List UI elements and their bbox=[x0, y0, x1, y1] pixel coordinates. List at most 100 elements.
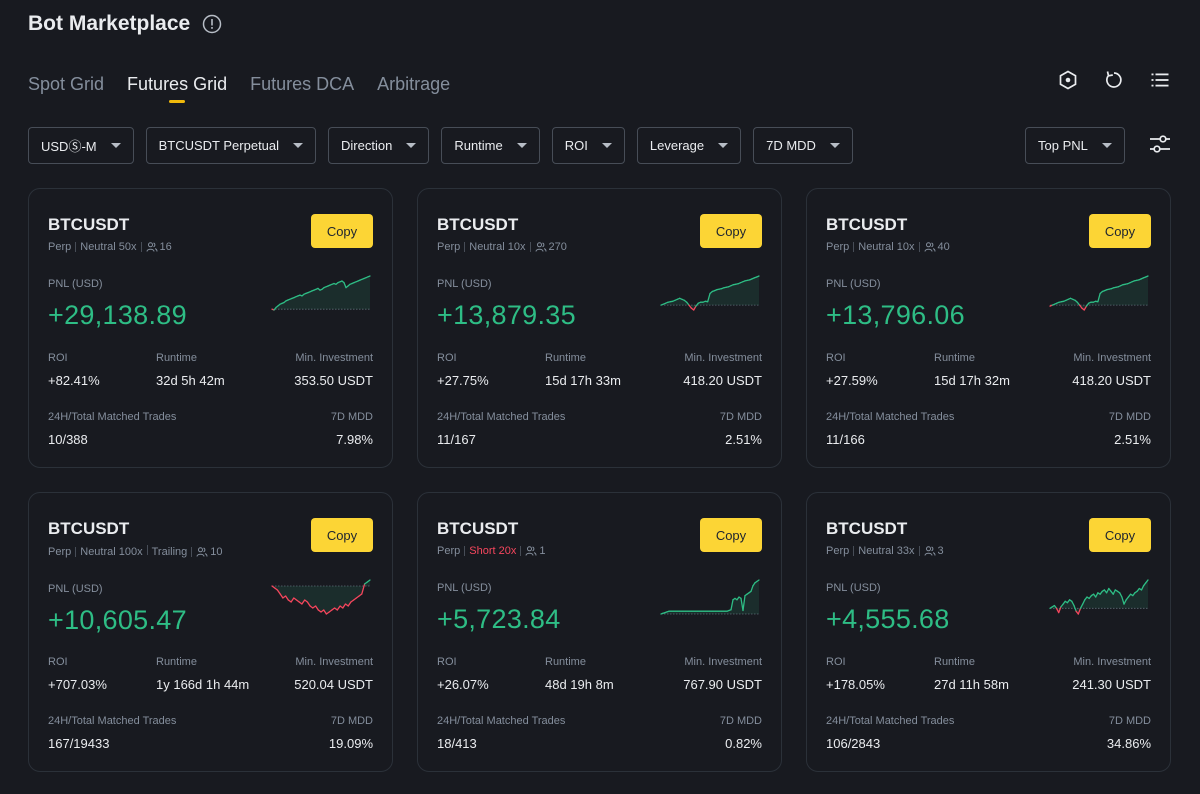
filter-margin[interactable]: USDⓈ-M bbox=[28, 127, 134, 164]
info-icon[interactable] bbox=[202, 14, 222, 34]
copiers: 40 bbox=[924, 241, 950, 253]
stats-row: ROI +26.07% Runtime 48d 19h 8m Min. Inve… bbox=[437, 656, 762, 692]
runtime-stat: Runtime 15d 17h 32m bbox=[934, 352, 1010, 388]
pnl-sparkline bbox=[1049, 579, 1149, 615]
min-investment-stat: Min. Investment 418.20 USDT bbox=[683, 352, 762, 388]
filter-mdd[interactable]: 7D MDD bbox=[753, 127, 853, 164]
sparkline-segment bbox=[290, 597, 295, 603]
sliders-icon[interactable] bbox=[1148, 132, 1172, 156]
pnl-label: PNL (USD) bbox=[437, 582, 492, 594]
runtime-value: 32d 5h 42m bbox=[156, 373, 225, 388]
sparkline-segment bbox=[306, 601, 311, 607]
tag-divider bbox=[918, 242, 920, 252]
copy-button[interactable]: Copy bbox=[1089, 518, 1151, 552]
min-investment-stat: Min. Investment 353.50 USDT bbox=[294, 352, 373, 388]
mdd-value: 34.86% bbox=[1106, 736, 1151, 751]
roi-stat: ROI +707.03% bbox=[48, 656, 107, 692]
bot-direction: Short 20x bbox=[469, 545, 517, 557]
bot-tags: Perp Neutral 10x 40 bbox=[826, 241, 1151, 253]
matched-trades-value: 106/2843 bbox=[826, 736, 881, 751]
filter-label: Runtime bbox=[454, 138, 503, 153]
copy-button[interactable]: Copy bbox=[311, 214, 373, 248]
roi-label: ROI bbox=[48, 656, 68, 668]
chevron-down-icon bbox=[516, 143, 527, 148]
filter-label: 7D MDD bbox=[766, 138, 816, 153]
refresh-icon[interactable] bbox=[1104, 70, 1124, 90]
tab-arbitrage[interactable]: Arbitrage bbox=[377, 74, 451, 94]
bot-pair: BTCUSDT bbox=[826, 215, 908, 234]
pnl-sparkline bbox=[1049, 275, 1149, 311]
tab-spot-grid[interactable]: Spot Grid bbox=[28, 74, 105, 94]
filter-leverage[interactable]: Leverage bbox=[636, 127, 742, 164]
trailing-wrap: Trailing bbox=[143, 545, 187, 558]
copiers: 10 bbox=[196, 546, 223, 558]
chevron-down-icon bbox=[406, 143, 417, 148]
copy-button[interactable]: Copy bbox=[700, 214, 762, 248]
runtime-value: 1y 166d 1h 44m bbox=[156, 677, 250, 692]
pnl-sparkline bbox=[660, 275, 760, 311]
list-icon[interactable] bbox=[1150, 70, 1170, 90]
bot-card[interactable]: BTCUSDT Perp Neutral 100x Trailing 10 Co… bbox=[28, 492, 393, 772]
stats-row: ROI +707.03% Runtime 1y 166d 1h 44m Min.… bbox=[48, 656, 373, 692]
users-icon bbox=[535, 242, 547, 252]
min-investment-stat: Min. Investment 418.20 USDT bbox=[1072, 352, 1151, 388]
filter-roi[interactable]: ROI bbox=[551, 127, 625, 164]
sparkline-segment bbox=[1121, 596, 1125, 605]
sparkline-segment bbox=[366, 579, 371, 583]
filter-label: ROI bbox=[564, 138, 588, 153]
roi-stat: ROI +178.05% bbox=[826, 656, 885, 692]
pnl-label: PNL (USD) bbox=[826, 582, 881, 594]
stats-row: ROI +82.41% Runtime 32d 5h 42m Min. Inve… bbox=[48, 352, 373, 388]
sparkline-segment bbox=[1083, 305, 1088, 311]
runtime-stat: Runtime 15d 17h 33m bbox=[545, 352, 621, 388]
tag-divider bbox=[853, 546, 855, 556]
bot-card[interactable]: BTCUSDT Perp Neutral 50x 16 Copy PNL (US… bbox=[28, 188, 393, 468]
filter-runtime[interactable]: Runtime bbox=[441, 127, 540, 164]
pnl-sparkline bbox=[660, 579, 760, 615]
mdd-value: 19.09% bbox=[328, 736, 373, 751]
copy-button[interactable]: Copy bbox=[700, 518, 762, 552]
bot-contract-type: Perp bbox=[826, 545, 850, 557]
sparkline-segment bbox=[1140, 585, 1145, 591]
copy-button[interactable]: Copy bbox=[1089, 214, 1151, 248]
mdd-stat: 7D MDD 2.51% bbox=[1109, 411, 1151, 447]
sort-select[interactable]: Top PNL bbox=[1025, 127, 1125, 164]
tag-divider bbox=[464, 242, 466, 252]
roi-value: +82.41% bbox=[48, 373, 100, 388]
min-investment-label: Min. Investment bbox=[684, 352, 762, 364]
copiers: 16 bbox=[146, 241, 172, 253]
bot-card[interactable]: BTCUSDT Perp Neutral 10x 40 Copy PNL (US… bbox=[806, 188, 1171, 468]
bot-tags: Perp Neutral 50x 16 bbox=[48, 241, 373, 253]
roi-value: +707.03% bbox=[48, 677, 107, 692]
sparkline-segment bbox=[693, 305, 697, 311]
matched-trades-value: 18/413 bbox=[437, 736, 477, 751]
bot-tags: Perp Neutral 33x 3 bbox=[826, 545, 1151, 557]
filter-symbol[interactable]: BTCUSDT Perpetual bbox=[145, 127, 317, 164]
sparkline-segment bbox=[347, 601, 352, 607]
sparkline-segment bbox=[342, 603, 347, 609]
min-investment-stat: Min. Investment 520.04 USDT bbox=[294, 656, 373, 692]
min-investment-value: 353.50 USDT bbox=[294, 373, 373, 388]
users-icon bbox=[924, 546, 936, 556]
bot-pair: BTCUSDT bbox=[437, 215, 519, 234]
hexagon-icon[interactable] bbox=[1058, 70, 1078, 90]
filter-direction[interactable]: Direction bbox=[328, 127, 430, 164]
copy-button[interactable]: Copy bbox=[311, 518, 373, 552]
filter-label: USDⓈ-M bbox=[41, 139, 97, 154]
matched-trades-value: 10/388 bbox=[48, 432, 88, 447]
mdd-stat: 7D MDD 19.09% bbox=[329, 715, 373, 751]
min-investment-stat: Min. Investment 767.90 USDT bbox=[683, 656, 762, 692]
bot-card[interactable]: BTCUSDT Perp Neutral 33x 3 Copy PNL (USD… bbox=[806, 492, 1171, 772]
bot-card[interactable]: BTCUSDT Perp Short 20x 1 Copy PNL (USD) … bbox=[417, 492, 782, 772]
tab-futures-dca[interactable]: Futures DCA bbox=[250, 74, 355, 94]
stats-row: ROI +178.05% Runtime 27d 11h 58m Min. In… bbox=[826, 656, 1151, 692]
chevron-down-icon bbox=[110, 143, 121, 148]
chevron-down-icon bbox=[601, 143, 612, 148]
pnl-value: +13,796.06 bbox=[826, 300, 965, 330]
tag-divider bbox=[529, 242, 531, 252]
sparkline-segment bbox=[276, 589, 281, 595]
filter-label: Direction bbox=[341, 138, 393, 153]
bot-card[interactable]: BTCUSDT Perp Neutral 10x 270 Copy PNL (U… bbox=[417, 188, 782, 468]
tab-futures-grid[interactable]: Futures Grid bbox=[127, 74, 227, 103]
min-investment-value: 520.04 USDT bbox=[294, 677, 373, 692]
